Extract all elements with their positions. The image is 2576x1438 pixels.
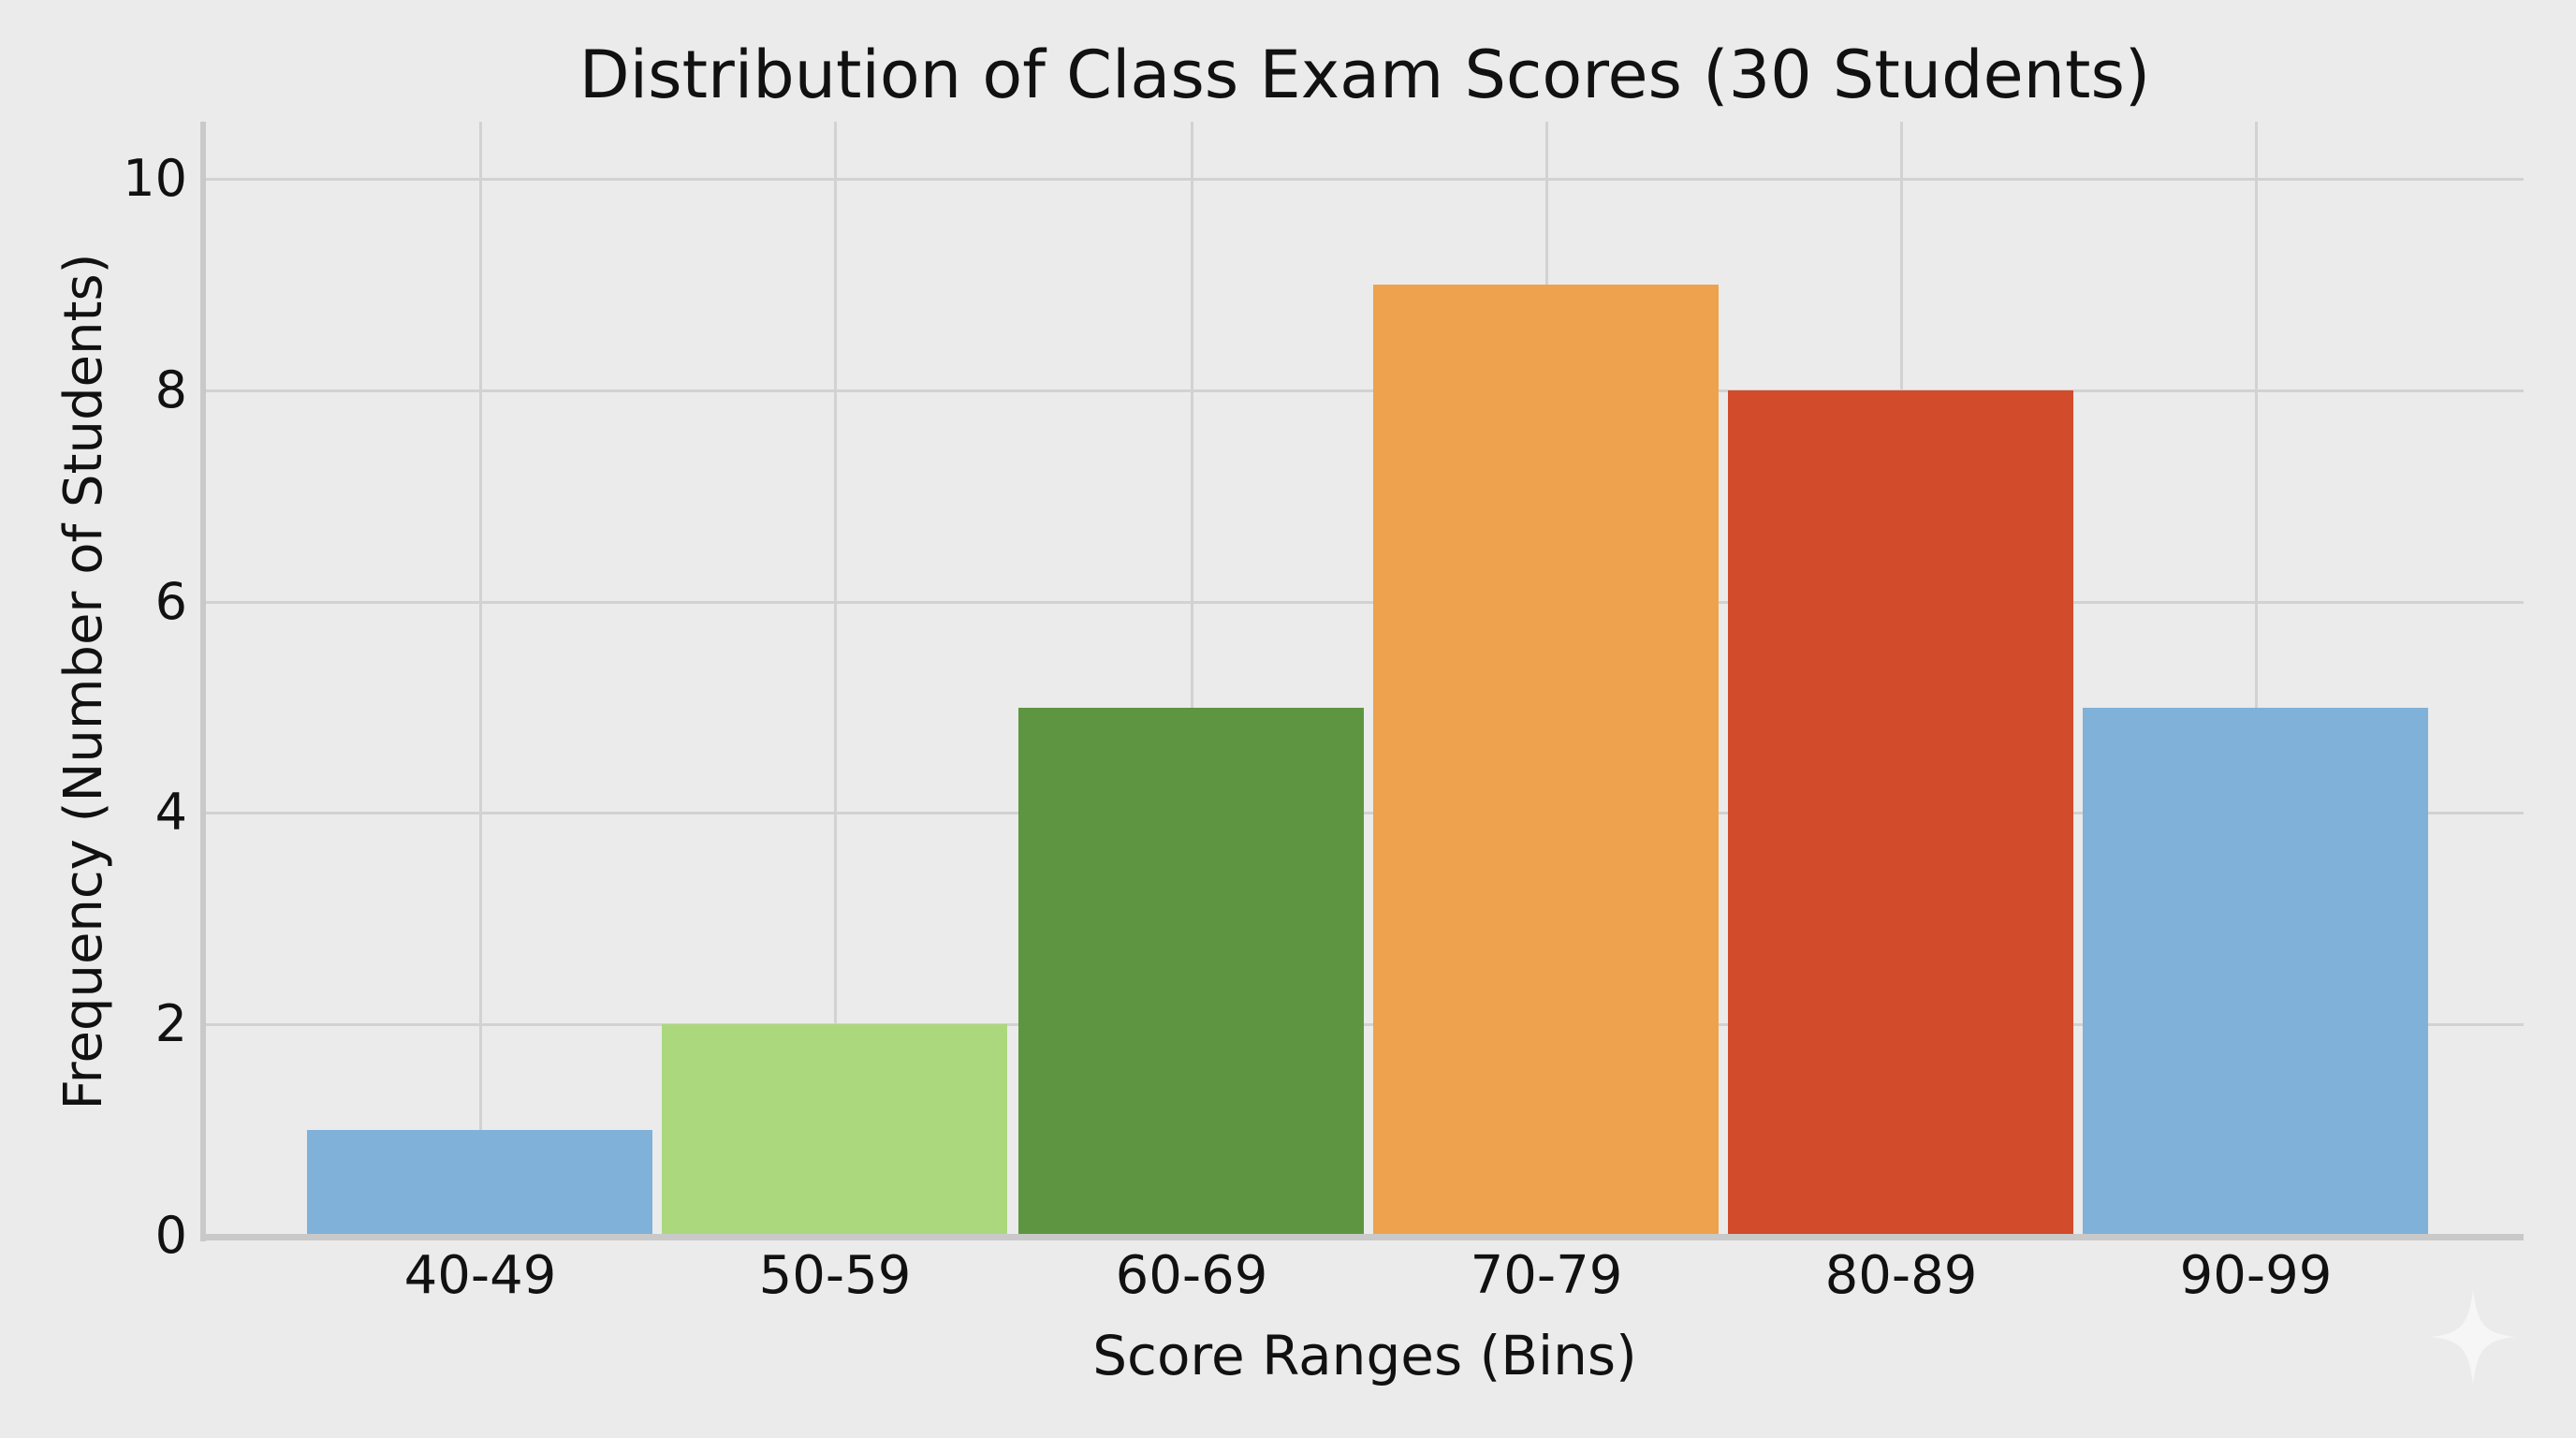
chart-title: Distribution of Class Exam Scores (30 St… <box>578 37 2151 113</box>
h-gridline <box>204 389 2524 392</box>
y-tick-label: 6 <box>154 571 187 631</box>
bar-90-99 <box>2083 707 2428 1236</box>
bar-70-79 <box>1373 284 1719 1236</box>
x-tick-label: 50-59 <box>758 1245 912 1306</box>
v-gridline <box>1190 122 1193 1236</box>
x-axis-line <box>200 1234 2524 1240</box>
x-tick-label: 60-69 <box>1115 1245 1268 1306</box>
x-tick-label: 90-99 <box>2179 1245 2333 1306</box>
bar-50-59 <box>662 1024 1007 1236</box>
x-tick-label: 40-49 <box>403 1245 557 1306</box>
x-tick-label: 70-79 <box>1470 1245 1623 1306</box>
bar-40-49 <box>307 1130 652 1236</box>
h-gridline <box>204 600 2524 604</box>
y-tick-label: 4 <box>154 783 187 843</box>
y-axis-line <box>200 122 206 1241</box>
x-axis-label: Score Ranges (Bins) <box>1092 1324 1637 1387</box>
x-tick-label: 80-89 <box>1824 1245 1978 1306</box>
y-tick-label: 0 <box>154 1206 187 1265</box>
v-gridline <box>833 122 837 1236</box>
y-tick-label: 8 <box>154 360 187 419</box>
bar-80-89 <box>1728 389 2073 1236</box>
sparkle-icon <box>2431 1290 2515 1384</box>
h-gridline <box>204 812 2524 815</box>
y-tick-label: 2 <box>154 994 187 1054</box>
y-axis-label: Frequency (Number of Students) <box>53 253 114 1110</box>
plot-area <box>204 122 2524 1236</box>
v-gridline <box>2254 122 2258 1236</box>
h-gridline <box>204 1023 2524 1027</box>
h-gridline <box>204 178 2524 181</box>
v-gridline <box>478 122 482 1236</box>
bar-60-69 <box>1018 707 1364 1236</box>
y-tick-label: 10 <box>123 149 187 208</box>
